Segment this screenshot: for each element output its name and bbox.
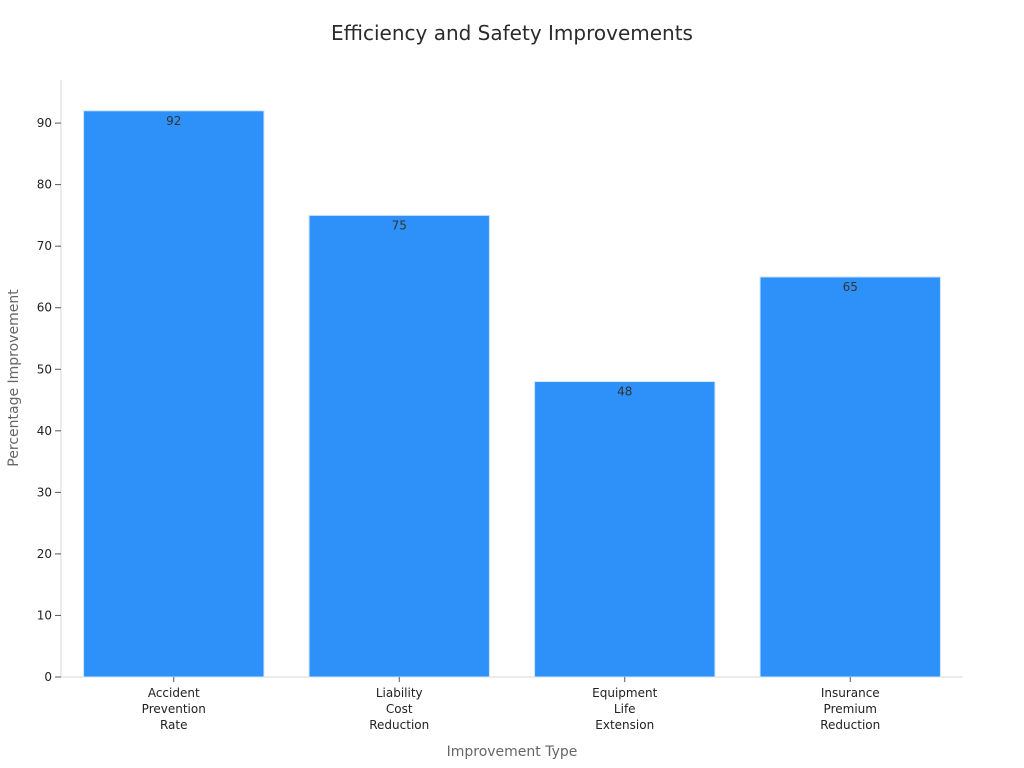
y-tick-label: 50	[37, 362, 52, 376]
data-label: 65	[843, 280, 858, 294]
x-tick-label: Accident Prevention Rate	[142, 686, 206, 732]
x-tick-label: Insurance Premium Reduction	[820, 686, 880, 732]
chart-title: Efficiency and Safety Improvements	[331, 21, 693, 45]
bar	[308, 214, 490, 678]
y-tick-label: 80	[37, 178, 52, 192]
y-axis-title: Percentage Improvement	[6, 289, 22, 467]
data-label: 75	[392, 218, 407, 232]
data-label: 92	[166, 114, 181, 128]
y-tick-label: 40	[37, 424, 52, 438]
y-tick-label: 0	[44, 670, 52, 684]
bar	[759, 276, 941, 678]
y-tick-label: 60	[37, 301, 52, 315]
y-tick-label: 10	[37, 608, 52, 622]
y-tick-label: 90	[37, 116, 52, 130]
x-tick-label: Equipment Life Extension	[592, 686, 657, 732]
bar	[83, 110, 265, 678]
bar	[534, 381, 716, 678]
x-axis-title: Improvement Type	[447, 744, 578, 760]
y-tick-label: 70	[37, 239, 52, 253]
y-tick-label: 20	[37, 547, 52, 561]
x-tick-label: Liability Cost Reduction	[369, 686, 429, 732]
data-label: 48	[617, 385, 632, 399]
plot-area: 0 10 20 30 40 50 60 70 80 90 92 Accident Prevention R…	[37, 80, 963, 732]
y-tick-label: 30	[37, 485, 52, 499]
